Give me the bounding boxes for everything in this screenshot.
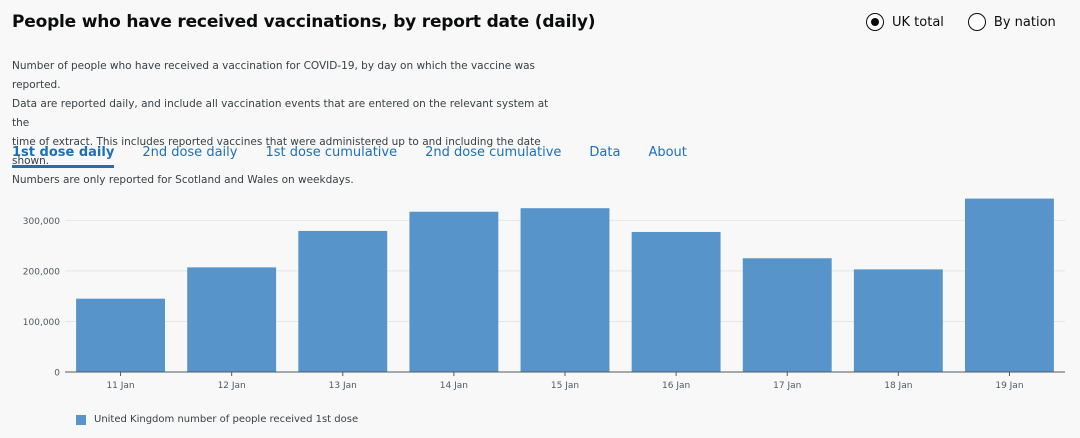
- bar: [409, 211, 499, 372]
- bar: [965, 198, 1054, 372]
- y-tick-label: 300,000: [23, 217, 60, 227]
- bar: [187, 267, 277, 372]
- radio-uk-total-label: UK total: [892, 14, 944, 30]
- legend-swatch: [76, 414, 86, 425]
- bar: [853, 269, 943, 372]
- x-tick-label: 16 Jan: [662, 381, 690, 391]
- radio-by-nation-label: By nation: [993, 14, 1056, 30]
- y-tick-label: 200,000: [23, 267, 60, 277]
- tab-about[interactable]: About: [648, 145, 687, 160]
- bar: [742, 258, 832, 372]
- bar: [298, 230, 388, 372]
- x-tick-label: 13 Jan: [329, 381, 357, 391]
- x-tick-label: 11 Jan: [106, 381, 134, 391]
- x-tick-label: 17 Jan: [773, 381, 801, 391]
- x-tick-label: 19 Jan: [995, 381, 1023, 391]
- description-line: Numbers are only reported for Scotland a…: [12, 174, 354, 186]
- bar-chart: 0 100,000 200,000 300,000 11 Jan 12 Jan 13 Jan…: [23, 198, 1065, 391]
- page-title: People who have received vaccinations, b…: [12, 12, 596, 32]
- legend-label: United Kingdom number of people received…: [94, 414, 359, 425]
- radio-by-nation-circle[interactable]: [967, 13, 986, 31]
- description-line: Data are reported daily, and include all…: [12, 98, 549, 129]
- view-radio-group: UK total By nation: [866, 13, 1056, 31]
- y-tick-label: 0: [54, 369, 60, 379]
- y-tick-label: 100,000: [23, 318, 60, 328]
- tab-1st-dose-daily[interactable]: 1st dose daily: [12, 145, 115, 168]
- bar: [520, 208, 610, 372]
- chart-tabs: 1st dose daily 2nd dose daily 1st dose c…: [12, 145, 687, 168]
- tab-2nd-dose-daily[interactable]: 2nd dose daily: [142, 145, 238, 160]
- description-line: time of extract. This includes reported …: [12, 136, 541, 167]
- x-tick-label: 15 Jan: [551, 381, 579, 391]
- chart-description: Number of people who have received a vac…: [12, 57, 552, 190]
- bar: [76, 298, 165, 372]
- x-tick-label: 18 Jan: [884, 381, 912, 391]
- description-line: Number of people who have received a vac…: [12, 60, 536, 91]
- x-tick-label: 12 Jan: [218, 381, 246, 391]
- tab-2nd-dose-cumulative[interactable]: 2nd dose cumulative: [425, 145, 562, 160]
- radio-by-nation[interactable]: By nation: [967, 13, 1056, 31]
- chart-legend: United Kingdom number of people received…: [76, 414, 358, 425]
- bar: [631, 231, 721, 372]
- x-tick-label: 14 Jan: [440, 381, 468, 391]
- radio-uk-total[interactable]: UK total: [866, 13, 944, 31]
- radio-selected-dot: [871, 18, 879, 26]
- tab-data[interactable]: Data: [589, 145, 621, 160]
- tab-1st-dose-cumulative[interactable]: 1st dose cumulative: [265, 145, 398, 160]
- radio-uk-total-circle[interactable]: [866, 13, 884, 31]
